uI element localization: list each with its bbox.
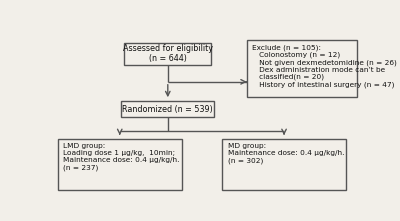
FancyBboxPatch shape [121, 101, 214, 117]
Text: MD group:
Maintenance dose: 0.4 μg/kg/h.
(n = 302): MD group: Maintenance dose: 0.4 μg/kg/h.… [228, 143, 344, 164]
Text: Exclude (n = 105):
   Colonostomy (n = 12)
   Not given dexmedetomidine (n = 26): Exclude (n = 105): Colonostomy (n = 12) … [252, 44, 397, 88]
FancyBboxPatch shape [58, 139, 182, 190]
Text: LMD group:
Loading dose 1 μg/kg,  10min;
Maintenance dose: 0.4 μg/kg/h.
(n = 237: LMD group: Loading dose 1 μg/kg, 10min; … [63, 143, 180, 171]
FancyBboxPatch shape [124, 43, 211, 65]
FancyBboxPatch shape [222, 139, 346, 190]
FancyBboxPatch shape [247, 40, 357, 97]
Text: Assessed for eligibility
(n = 644): Assessed for eligibility (n = 644) [123, 44, 213, 63]
Text: Randomized (n = 539): Randomized (n = 539) [122, 105, 213, 114]
